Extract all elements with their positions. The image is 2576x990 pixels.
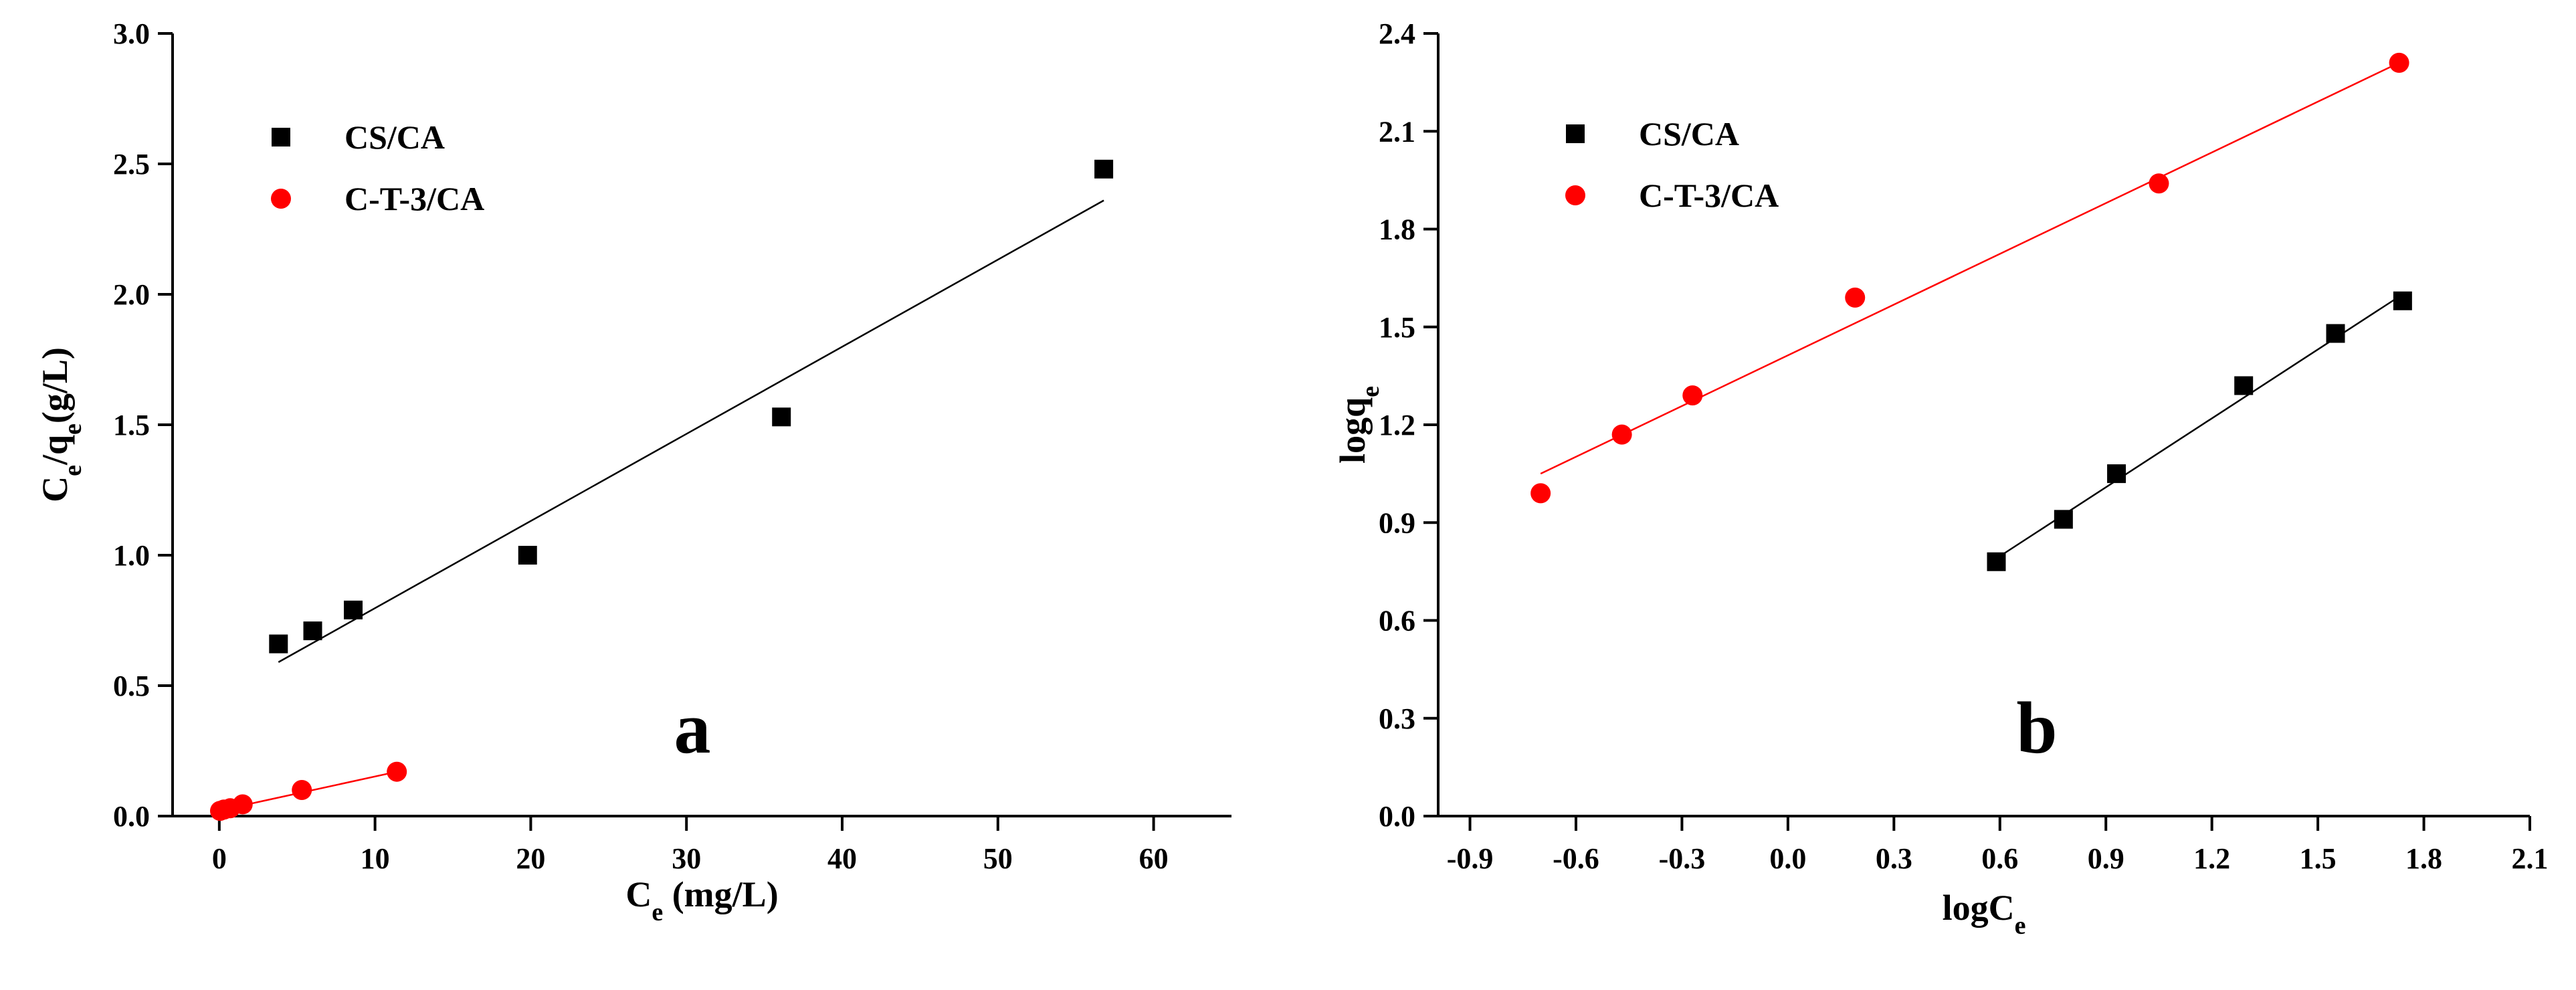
data-point [1611, 424, 1632, 445]
x-tick-label: 0.0 [1769, 842, 1806, 875]
x-label-sub: e [2015, 912, 2026, 940]
data-point [772, 407, 791, 427]
y-tick-label: 3.0 [113, 17, 150, 50]
legend-label: C-T-3/CA [1639, 177, 1779, 214]
data-point [1682, 385, 1703, 406]
y-label-main: logq [1332, 397, 1373, 464]
y-tick-label: 1.2 [1379, 409, 1415, 441]
data-point [269, 634, 288, 654]
x-tick-label: 50 [983, 842, 1013, 875]
data-point [2389, 52, 2409, 73]
panel-label: b [2016, 687, 2057, 769]
y-tick-label: 1.0 [113, 539, 150, 572]
y-label-mid: /q [35, 435, 75, 466]
data-point [2054, 510, 2073, 529]
x-tick-label: 1.8 [2405, 842, 2442, 875]
legend-marker [1565, 185, 1585, 205]
x-label-unit: (mg/L) [663, 874, 778, 914]
fit-line [278, 199, 1104, 663]
data-point [232, 794, 253, 815]
fit-line [1540, 62, 2400, 475]
legend-label: CS/CA [1639, 115, 1739, 153]
x-label-sub: e [652, 898, 663, 926]
data-point [518, 546, 537, 565]
legend-marker [272, 128, 290, 146]
y-tick-label: 1.5 [1379, 311, 1415, 344]
x-tick-label: -0.6 [1553, 842, 1599, 875]
data-point [344, 600, 363, 619]
y-tick-label: 0.9 [1379, 506, 1415, 539]
y-tick-label: 2.5 [113, 148, 150, 181]
y-tick-label: 0.0 [113, 800, 150, 833]
x-tick-label: 20 [516, 842, 545, 875]
chart-panel-b: -0.9 -0.6 -0.3 0.0 0.3 0.6 0.9 1.2 1.5 1.8 2.1 0.0 0… [1332, 17, 2549, 940]
data-point [2149, 173, 2169, 194]
data-point [1094, 159, 1114, 179]
data-point [2234, 376, 2254, 395]
y-axis-label: Ce/qe(g/L) [35, 347, 87, 502]
y-axis-label: logqe [1332, 386, 1385, 464]
x-tick-label: 0.6 [1981, 842, 2018, 875]
data-point [1845, 287, 1866, 308]
legend-label: C-T-3/CA [344, 180, 484, 217]
data-point [292, 780, 312, 800]
x-axis-label: logCe [1943, 888, 2026, 940]
y-tick-label: 1.8 [1379, 213, 1415, 246]
chart-panel-a: 0 10 20 30 40 50 60 0.0 0.5 1.0 1.5 2.0 2.5 3.0 CS/CA C… [35, 17, 1231, 926]
data-point [2393, 291, 2412, 310]
y-tick-label: 2.4 [1379, 17, 1415, 50]
series-c-t-3-ca [210, 761, 407, 821]
x-tick-label: 40 [827, 842, 857, 875]
data-point [2326, 324, 2345, 343]
y-tick-label: 0.6 [1379, 605, 1415, 637]
x-tick-label: 0.3 [1876, 842, 1912, 875]
data-point [1530, 483, 1551, 504]
x-tick-label: 10 [361, 842, 390, 875]
y-label-main: C [35, 476, 75, 502]
y-label-unit: (g/L) [35, 347, 75, 423]
legend-label: CS/CA [344, 118, 445, 156]
series-c-t-3-ca [1530, 52, 2409, 504]
x-tick-label: 2.1 [2512, 842, 2549, 875]
x-tick-label: 0 [212, 842, 227, 875]
y-label-sub2: e [59, 423, 87, 435]
x-tick-label: 1.2 [2193, 842, 2230, 875]
x-label-main: logC [1943, 888, 2015, 928]
y-tick-label: 0.0 [1379, 800, 1415, 833]
y-tick-label: 2.1 [1379, 115, 1415, 148]
x-axis-label: Ce (mg/L) [625, 874, 778, 926]
x-label-main: C [625, 874, 652, 914]
x-tick-label: -0.3 [1659, 842, 1706, 875]
y-tick-label: 0.5 [113, 670, 150, 702]
x-tick-label: 1.5 [2300, 842, 2337, 875]
legend-marker [271, 189, 291, 209]
y-tick-label: 2.0 [113, 278, 150, 311]
y-label-sub: e [59, 465, 87, 476]
y-label-sub: e [1357, 386, 1385, 397]
data-point [303, 621, 322, 641]
y-tick-label: 0.3 [1379, 702, 1415, 735]
x-tick-label: 0.9 [2088, 842, 2124, 875]
series-cs-ca [1987, 291, 2412, 571]
x-tick-label: -0.9 [1447, 842, 1494, 875]
x-tick-label: 30 [672, 842, 701, 875]
panel-label: a [674, 687, 711, 769]
data-point [1987, 552, 2006, 571]
y-tick-label: 1.5 [113, 409, 150, 441]
x-tick-label: 60 [1139, 842, 1169, 875]
series-cs-ca [269, 159, 1114, 663]
data-point [2107, 464, 2126, 484]
legend-marker [1566, 124, 1585, 143]
data-point [387, 761, 407, 782]
